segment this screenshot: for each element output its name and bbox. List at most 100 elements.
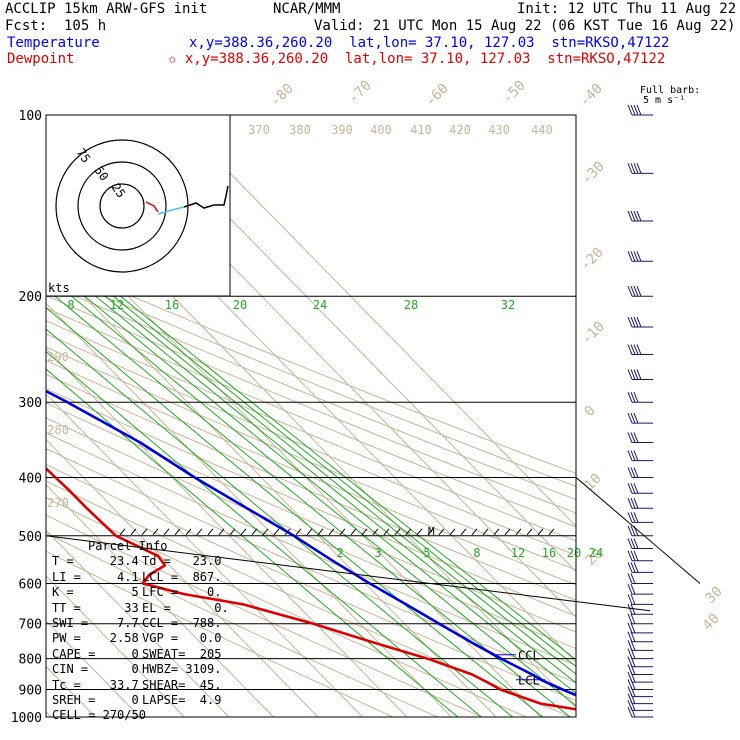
barb-flag [630, 163, 636, 174]
barb-flag [630, 656, 636, 667]
barb-flag [630, 467, 636, 478]
parcel-title: Parcel Info [88, 539, 168, 553]
barb-flag [633, 483, 639, 494]
barb-flag [630, 640, 636, 651]
dry-adiabat-line [46, 402, 576, 633]
barb-flag [633, 163, 639, 174]
parcel-row: CAPE = 0 SWEAT= 205 [52, 647, 230, 662]
barb-flag [630, 498, 636, 509]
level-label: CCL [518, 649, 540, 663]
mixing-ratio-line [46, 328, 513, 717]
shear-tick [317, 528, 324, 536]
barb-flag [630, 631, 636, 642]
parcel-row: SREH = 0 LAPSE= 4.9 [52, 693, 230, 708]
barb-flag [627, 573, 633, 584]
barb-flag [636, 369, 642, 380]
model-title: ACCLIP 15km ARW-GFS init [5, 1, 208, 17]
isotherm-label: -20 [578, 245, 607, 274]
barb-flag [627, 251, 633, 262]
barb-flag [633, 316, 639, 328]
wind-barbs [627, 104, 653, 718]
parcel-value: Tc = 33.7 [52, 677, 139, 692]
parcel-value: SWEAT= 205 [142, 646, 222, 661]
dewpoint-group [46, 466, 576, 711]
barb-flag [633, 210, 639, 222]
barb-flag [630, 686, 636, 697]
isotherm-label: -50 [500, 78, 529, 107]
mixing-ratio-label: 16 [165, 298, 179, 312]
mixing-ratio-line [46, 263, 576, 694]
shear-tick [438, 528, 445, 536]
temperature-location: x,y=388.36,260.20 lat,lon= 37.10, 127.03… [189, 35, 670, 51]
isotherm-label: -10 [579, 319, 608, 348]
parcel-value: LI = 4.1 [52, 569, 139, 584]
parcel-row: T = 23.4 Td = 23.0 [52, 554, 230, 569]
parcel-value: Td = 23.0 [142, 554, 222, 569]
shear-tick [251, 528, 258, 536]
shear-tick [174, 528, 181, 536]
barb-flag [633, 450, 639, 461]
shear-tick [163, 528, 170, 536]
mixing-ratio-label: 28 [404, 298, 418, 312]
shear-tick [427, 528, 434, 536]
parcel-value: EL = 0. [142, 600, 229, 615]
barb-flag [633, 538, 639, 549]
agency-label: NCAR/MMM [273, 1, 341, 17]
barb-flag [627, 104, 633, 116]
shear-tick [350, 528, 357, 536]
shear-tick [460, 528, 467, 536]
barb-flag [627, 498, 633, 509]
dry-adiabat-line [46, 464, 576, 702]
parcel-value: VGP = 0.0 [142, 631, 222, 646]
shear-tick [405, 528, 412, 536]
theta-label: 380 [289, 123, 311, 137]
barb-flag [633, 412, 639, 424]
temperature-legend: Temperature [7, 35, 100, 51]
barb-flag [636, 251, 642, 262]
barb-flag [627, 583, 633, 595]
hodograph-trace-high [183, 185, 229, 209]
isotherm-label: 40 [700, 611, 723, 634]
barb-flag [627, 163, 633, 174]
shear-tick [141, 528, 148, 536]
mixing-ratio-line [46, 351, 482, 717]
forecast-hour: Fcst: 105 h [5, 18, 107, 34]
barb-flag [633, 286, 639, 297]
barb-flag [627, 412, 633, 424]
dry-adiabat-lines [46, 258, 576, 717]
isotherm-line [46, 302, 452, 717]
theta-label: 440 [531, 123, 553, 137]
dewpoint-location: ✩ x,y=388.36,260.20 lat,lon= 37.10, 127.… [168, 51, 666, 67]
mixing-ratio-lines [46, 234, 576, 717]
shear-tick [185, 528, 192, 536]
isotherm-line [0, 115, 7, 717]
barb-flag [630, 671, 636, 683]
dry-adiabat-line [46, 550, 394, 717]
shear-tick [383, 528, 390, 536]
mixing-ratio-line [46, 254, 576, 684]
hodograph-ring [77, 161, 167, 251]
isotherm-label: -40 [577, 81, 606, 110]
isotherm-label: 10 [582, 471, 605, 494]
dry-adiabat-line [46, 346, 576, 571]
shear-tick [273, 528, 280, 536]
barb-flag [636, 286, 642, 297]
level-markers: CCL LCL M [428, 525, 546, 688]
barb-flag [630, 344, 636, 355]
shear-tick [449, 528, 456, 536]
shear-tick [229, 528, 236, 536]
barb-flag [630, 286, 636, 297]
theta-label: 290 [47, 350, 69, 364]
isotherm-line [172, 115, 576, 527]
mixing-ratio-line [46, 240, 576, 668]
shear-tick [295, 528, 302, 536]
mixing-ratio-line [46, 234, 576, 661]
barb-flag [630, 525, 636, 536]
hodograph-ring-label: 75 [74, 146, 94, 166]
parcel-value: T = 23.4 [52, 554, 139, 569]
barb-flag [630, 251, 636, 262]
parcel-row: PW = 2.58 VGP = 0.0 [52, 631, 230, 646]
shear-tick [515, 528, 522, 536]
dry-adiabat-line [46, 448, 576, 684]
